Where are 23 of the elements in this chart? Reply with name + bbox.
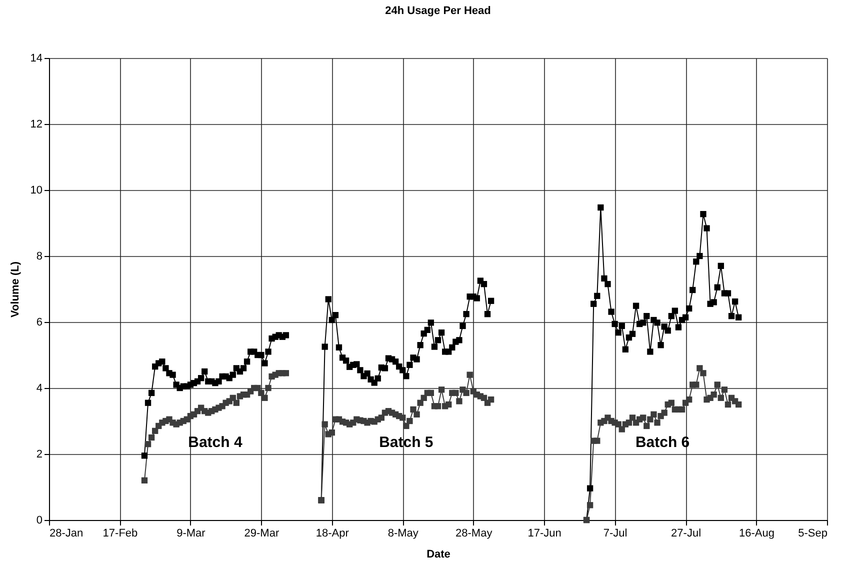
x-tick-label: 27-Jul: [671, 528, 702, 540]
x-tick-label: 18-Apr: [316, 528, 350, 540]
y-tick-label: 0: [36, 514, 42, 526]
y-tick-label: 4: [36, 382, 42, 394]
x-tick-label: 9-Mar: [176, 528, 206, 540]
x-tick-label: 5-Sep: [798, 528, 828, 540]
x-tick-label: 28-May: [456, 528, 493, 540]
x-tick-label: 17-Feb: [102, 528, 138, 540]
x-tick-label: 7-Jul: [603, 528, 628, 540]
x-tick-label: 8-May: [388, 528, 419, 540]
x-tick-label: 17-Jun: [528, 528, 562, 540]
y-tick-label: 14: [30, 52, 42, 64]
y-tick-label: 10: [30, 184, 42, 196]
x-axis-title: Date: [426, 548, 450, 560]
y-axis-title: Volume (L): [9, 261, 22, 318]
x-tick-label: 16-Aug: [739, 528, 775, 540]
x-tick-label: 28-Jan: [50, 528, 84, 540]
chart-title: 24h Usage Per Head: [385, 5, 491, 17]
y-tick-label: 8: [36, 250, 42, 262]
x-tick-label: 29-Mar: [244, 528, 280, 540]
y-tick-label: 6: [36, 316, 42, 328]
y-tick-label: 12: [30, 118, 42, 130]
y-tick-label: 2: [36, 448, 42, 460]
